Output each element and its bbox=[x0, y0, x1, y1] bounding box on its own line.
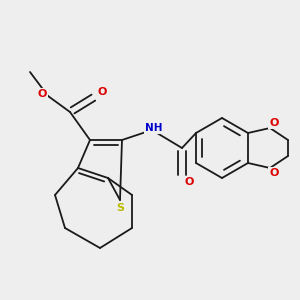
Text: O: O bbox=[97, 87, 107, 97]
Text: O: O bbox=[269, 168, 279, 178]
Text: O: O bbox=[269, 118, 279, 128]
Text: S: S bbox=[116, 203, 124, 213]
Text: O: O bbox=[37, 89, 47, 99]
Text: NH: NH bbox=[145, 123, 163, 133]
Text: O: O bbox=[184, 177, 194, 187]
